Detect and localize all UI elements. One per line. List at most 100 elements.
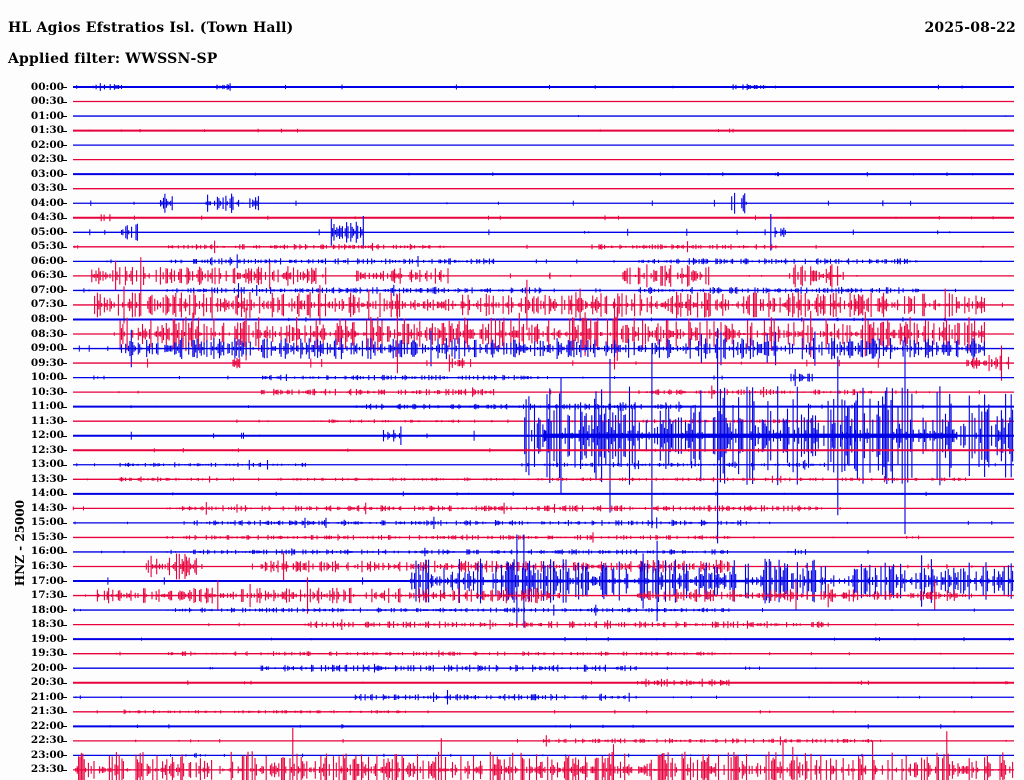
trace-burst	[638, 286, 920, 294]
trace-microspikes	[141, 637, 1011, 642]
row-tick-mark	[62, 160, 67, 161]
trace-microspikes	[116, 651, 942, 656]
trace-microspikes	[90, 199, 1013, 207]
row-time-label: 13:30	[30, 472, 64, 485]
trace-row	[73, 459, 1014, 470]
trace-row	[73, 283, 1014, 298]
trace-burst	[166, 547, 731, 557]
trace-burst	[166, 650, 731, 657]
row-time-label: 16:30	[30, 559, 64, 572]
row-time-label: 11:00	[30, 400, 64, 413]
trace-microspikes	[85, 592, 972, 599]
trace-row	[73, 516, 1014, 529]
row-time-label: 14:30	[30, 501, 64, 514]
trace-row	[73, 447, 1014, 453]
trace-burst	[448, 354, 465, 372]
trace-burst	[330, 216, 364, 249]
trace-microspikes	[147, 358, 993, 368]
row-tick-mark	[62, 247, 67, 248]
helicorder-plot: HNZ - 25000 00:00 00:30 01:00 01:30 02:00 02:…	[0, 78, 1024, 780]
trace-row	[73, 752, 1014, 758]
page-title: HL Agios Efstratios Isl. (Town Hall)	[8, 20, 294, 36]
trace-row	[73, 214, 1014, 222]
trace-burst	[354, 268, 449, 284]
trace-burst	[185, 516, 750, 529]
trace-microspikes	[89, 228, 951, 236]
row-tick-mark	[62, 276, 67, 277]
trace-microspikes	[187, 680, 1009, 686]
trace-row	[73, 532, 1014, 543]
row-tick-mark	[62, 407, 67, 408]
row-tick-mark	[62, 392, 67, 393]
row-time-label: 07:00	[30, 283, 64, 296]
trace-microspikes	[113, 330, 790, 338]
row-tick-mark	[62, 697, 67, 698]
row-tick-mark	[62, 770, 67, 771]
row-tick-mark	[62, 116, 67, 117]
trace-burst	[169, 254, 495, 269]
trace-burst	[167, 240, 448, 254]
trace-row	[73, 329, 1014, 368]
row-time-label: 17:00	[30, 574, 64, 587]
trace-microspikes	[287, 272, 858, 280]
row-tick-mark	[62, 654, 67, 655]
trace-burst	[354, 401, 684, 412]
trace-microspikes	[118, 389, 980, 395]
trace-burst	[166, 604, 730, 616]
trace-row	[73, 690, 1014, 705]
row-time-label: 08:30	[30, 327, 64, 340]
trace-burst	[591, 241, 778, 253]
row-time-label: 23:00	[30, 748, 64, 761]
trace-microspikes	[89, 128, 966, 133]
row-time-label: 11:30	[30, 414, 64, 427]
row-time-label: 10:30	[30, 385, 64, 398]
trace-microspikes	[131, 317, 946, 322]
trace-microspikes	[77, 766, 861, 774]
seismic-traces	[0, 78, 1024, 780]
row-tick-mark	[62, 712, 67, 713]
trace-microspikes	[76, 84, 963, 90]
row-tick-mark	[62, 508, 67, 509]
row-time-label: 08:00	[30, 312, 64, 325]
trace-burst	[147, 553, 203, 580]
trace-row	[73, 317, 1014, 322]
trace-row	[73, 735, 1014, 747]
row-time-label: 01:00	[30, 109, 64, 122]
trace-burst	[92, 83, 120, 91]
trace-burst	[787, 548, 807, 555]
trace-burst	[91, 257, 327, 295]
trace-microspikes	[74, 244, 984, 249]
row-tick-mark	[62, 755, 67, 756]
trace-row	[73, 727, 1014, 780]
trace-row	[73, 369, 1014, 387]
row-time-label: 19:00	[30, 632, 64, 645]
row-time-label: 16:00	[30, 545, 64, 558]
row-tick-mark	[62, 232, 67, 233]
trace-burst	[622, 264, 710, 288]
trace-burst	[260, 663, 637, 673]
trace-microspikes	[130, 404, 924, 409]
row-time-label: 03:00	[30, 167, 64, 180]
applied-filter-label: Applied filter: WWSSN-SP	[8, 51, 218, 67]
row-time-label: 20:00	[30, 661, 64, 674]
row-tick-mark	[62, 726, 67, 727]
trace-row	[73, 475, 1014, 483]
row-tick-mark	[62, 668, 67, 669]
trace-row	[73, 257, 1014, 295]
time-labels-column: 00:00 00:30 01:00 01:30 02:00 02:30 03:00 03:30…	[14, 78, 64, 780]
trace-row	[73, 709, 1014, 715]
row-tick-mark	[62, 290, 67, 291]
trace-row	[73, 345, 1014, 381]
trace-microspikes	[73, 608, 975, 613]
trace-row	[73, 663, 1014, 673]
trace-burst	[573, 115, 581, 117]
trace-microspikes	[86, 477, 895, 482]
trace-microspikes	[74, 520, 993, 525]
row-time-label: 09:00	[30, 342, 64, 355]
row-tick-mark	[62, 131, 67, 132]
row-time-label: 01:30	[30, 124, 64, 137]
trace-row	[73, 577, 1014, 614]
row-time-label: 21:00	[30, 690, 64, 703]
trace-microspikes	[172, 491, 927, 497]
trace-row	[73, 547, 1014, 557]
